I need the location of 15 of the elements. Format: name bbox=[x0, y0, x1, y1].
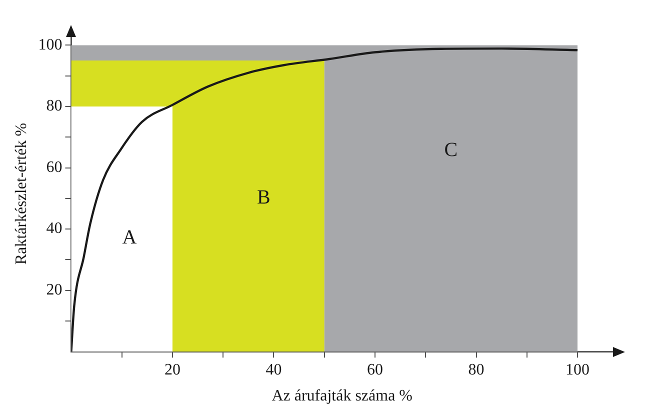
annotation: A bbox=[122, 226, 138, 248]
x-tick-label: 80 bbox=[468, 361, 484, 378]
x-tick-label: 100 bbox=[566, 361, 590, 378]
annotation: B bbox=[256, 186, 270, 209]
y-tick-label: 20 bbox=[46, 282, 62, 299]
x-tick-label: 40 bbox=[266, 361, 282, 378]
y-tick-label: 100 bbox=[38, 36, 62, 54]
y-tick-label: 80 bbox=[46, 98, 62, 115]
x-tick-label: 20 bbox=[164, 361, 180, 378]
y-tick-label: 60 bbox=[46, 158, 62, 176]
annotation: C bbox=[444, 139, 458, 162]
x-axis-title: Az árufajták száma % bbox=[272, 388, 413, 405]
y-axis-title: Raktárkészlet-érték % bbox=[12, 122, 30, 265]
x-tick-label: 60 bbox=[367, 361, 384, 378]
y-tick-label: 40 bbox=[46, 220, 62, 238]
